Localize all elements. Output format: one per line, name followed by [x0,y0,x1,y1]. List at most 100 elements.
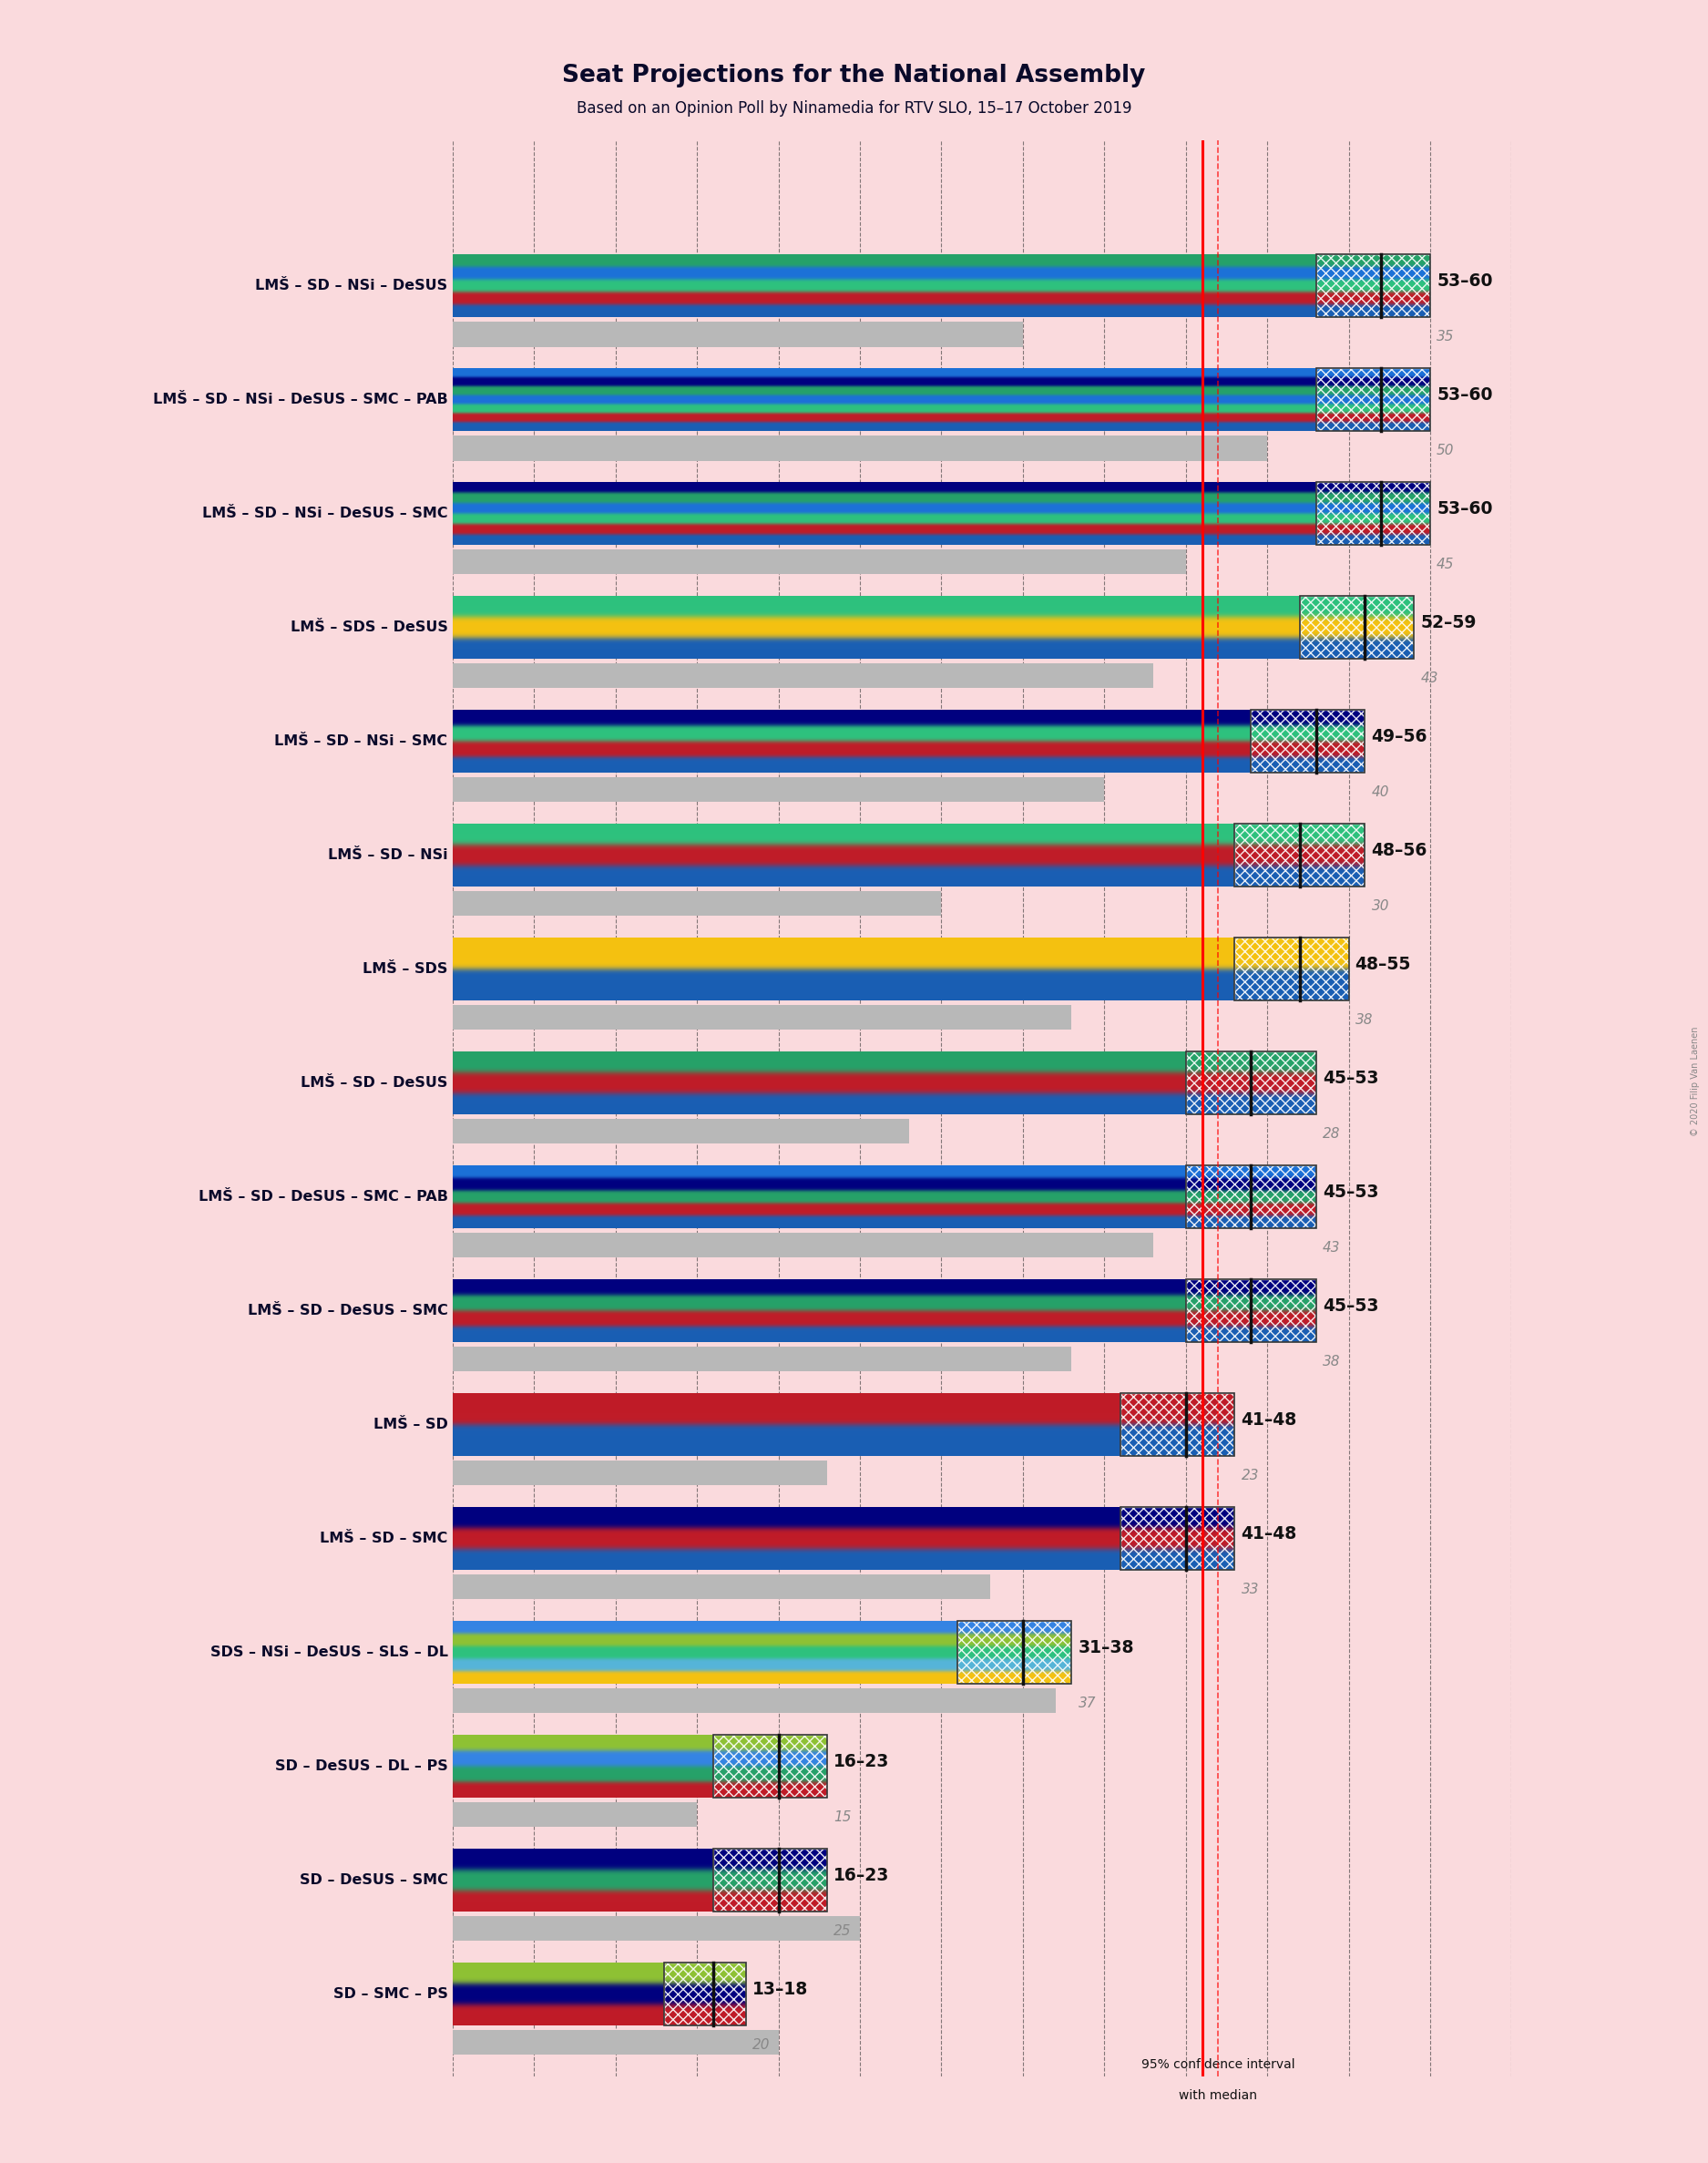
Text: 53–60: 53–60 [1436,273,1493,290]
Text: LMŠ – SDS – DeSUS: LMŠ – SDS – DeSUS [290,621,447,634]
Text: 43: 43 [1322,1242,1341,1255]
Text: LMŠ – SD – DeSUS: LMŠ – SD – DeSUS [301,1075,447,1090]
Text: LMŠ – SD: LMŠ – SD [372,1417,447,1432]
Bar [1317,368,1430,430]
Text: 40: 40 [1372,785,1389,798]
Bar [1208,2133,1250,2163]
Bar [664,1962,746,2025]
Bar [1235,824,1365,887]
Text: LMŠ – SD – NSi: LMŠ – SD – NSi [328,848,447,863]
Text: 16–23: 16–23 [834,1867,890,1884]
Bar [453,1916,859,1940]
Text: LMŠ – SD – NSi – DeSUS – SMC – PAB: LMŠ – SD – NSi – DeSUS – SMC – PAB [152,394,447,407]
Text: LMŠ – SD – NSi – DeSUS: LMŠ – SD – NSi – DeSUS [256,279,447,292]
Text: 38: 38 [1354,1012,1373,1027]
Bar [1185,1278,1317,1341]
Text: 38: 38 [1322,1354,1341,1369]
Bar [453,549,1185,575]
Bar [1185,1051,1317,1114]
Bar [453,322,1023,346]
Bar [453,891,941,917]
Text: SD – SMC – PS: SD – SMC – PS [333,1988,447,2001]
Bar [453,1802,697,1828]
Text: 41–48: 41–48 [1242,1525,1296,1542]
Text: 48–55: 48–55 [1354,956,1411,973]
Text: LMŠ – SD – DeSUS – SMC: LMŠ – SD – DeSUS – SMC [248,1304,447,1317]
Text: 45: 45 [1436,558,1455,571]
Bar [1250,709,1365,772]
Bar [1185,1166,1317,1229]
Bar [1120,1508,1235,1570]
Text: 95% confidence interval: 95% confidence interval [1141,2057,1295,2070]
Text: 50: 50 [1436,443,1455,456]
Bar [1300,597,1414,660]
Text: LMŠ – SDS: LMŠ – SDS [362,963,447,976]
Text: 28: 28 [1322,1127,1341,1140]
Text: 53–60: 53–60 [1436,500,1493,517]
Text: 45–53: 45–53 [1322,1071,1378,1088]
Text: 31–38: 31–38 [1078,1640,1134,1657]
Bar [1250,709,1365,772]
Text: Based on an Opinion Poll by Ninamedia for RTV SLO, 15–17 October 2019: Based on an Opinion Poll by Ninamedia fo… [576,99,1132,117]
Bar [453,1348,1071,1371]
Text: 37: 37 [1078,1696,1097,1709]
Bar [1120,1508,1235,1570]
Text: 16–23: 16–23 [834,1752,890,1769]
Bar [664,1962,746,2025]
Text: 15: 15 [834,1810,852,1823]
Text: 43: 43 [1421,671,1438,686]
Text: LMŠ – SD – SMC: LMŠ – SD – SMC [319,1531,447,1544]
Bar [453,1687,1056,1713]
Bar [1120,1393,1235,1456]
Bar [1120,1393,1235,1456]
Text: with median: with median [1179,2089,1257,2102]
Text: 48–56: 48–56 [1372,841,1428,859]
Bar [1153,2133,1250,2163]
Text: 13–18: 13–18 [753,1981,808,1999]
Bar [1317,255,1430,318]
Text: © 2020 Filip Van Laenen: © 2020 Filip Van Laenen [1691,1027,1699,1136]
Text: SD – DeSUS – SMC: SD – DeSUS – SMC [299,1873,447,1886]
Bar [714,1735,827,1797]
Text: 41–48: 41–48 [1242,1410,1296,1428]
Bar [453,435,1267,461]
Bar [1317,255,1430,318]
Bar [453,1118,909,1144]
Bar [958,1620,1071,1683]
Text: SDS – NSi – DeSUS – SLS – DL: SDS – NSi – DeSUS – SLS – DL [210,1646,447,1659]
Text: 23: 23 [1242,1469,1259,1482]
Text: Seat Projections for the National Assembly: Seat Projections for the National Assemb… [562,65,1146,87]
Bar [453,664,1153,688]
Text: 20: 20 [753,2038,770,2051]
Bar [1235,824,1365,887]
Bar [1317,368,1430,430]
Bar [453,1575,991,1598]
Bar [453,1233,1153,1257]
Bar [1185,1051,1317,1114]
Bar [453,1460,827,1486]
Text: 45–53: 45–53 [1322,1183,1378,1200]
Text: 52–59: 52–59 [1421,614,1476,632]
Text: LMŠ – SD – NSi – DeSUS – SMC: LMŠ – SD – NSi – DeSUS – SMC [202,506,447,521]
Text: LMŠ – SD – DeSUS – SMC – PAB: LMŠ – SD – DeSUS – SMC – PAB [198,1190,447,1203]
Bar [1317,482,1430,545]
Bar [714,1849,827,1912]
Text: SD – DeSUS – DL – PS: SD – DeSUS – DL – PS [275,1759,447,1774]
Text: 49–56: 49–56 [1372,729,1428,746]
Bar [1235,939,1349,999]
Bar [1317,482,1430,545]
Bar [1185,1278,1317,1341]
Bar [714,1735,827,1797]
Text: 25: 25 [834,1923,852,1938]
Bar [1235,939,1349,999]
Text: 53–60: 53–60 [1436,387,1493,404]
Text: LMŠ – SD – NSi – SMC: LMŠ – SD – NSi – SMC [275,735,447,748]
Bar [958,1620,1071,1683]
Bar [453,777,1105,802]
Text: 35: 35 [1436,329,1455,344]
Bar [1300,597,1414,660]
Text: 30: 30 [1372,900,1389,913]
Bar [453,1006,1071,1030]
Bar [714,1849,827,1912]
Text: 45–53: 45–53 [1322,1298,1378,1315]
